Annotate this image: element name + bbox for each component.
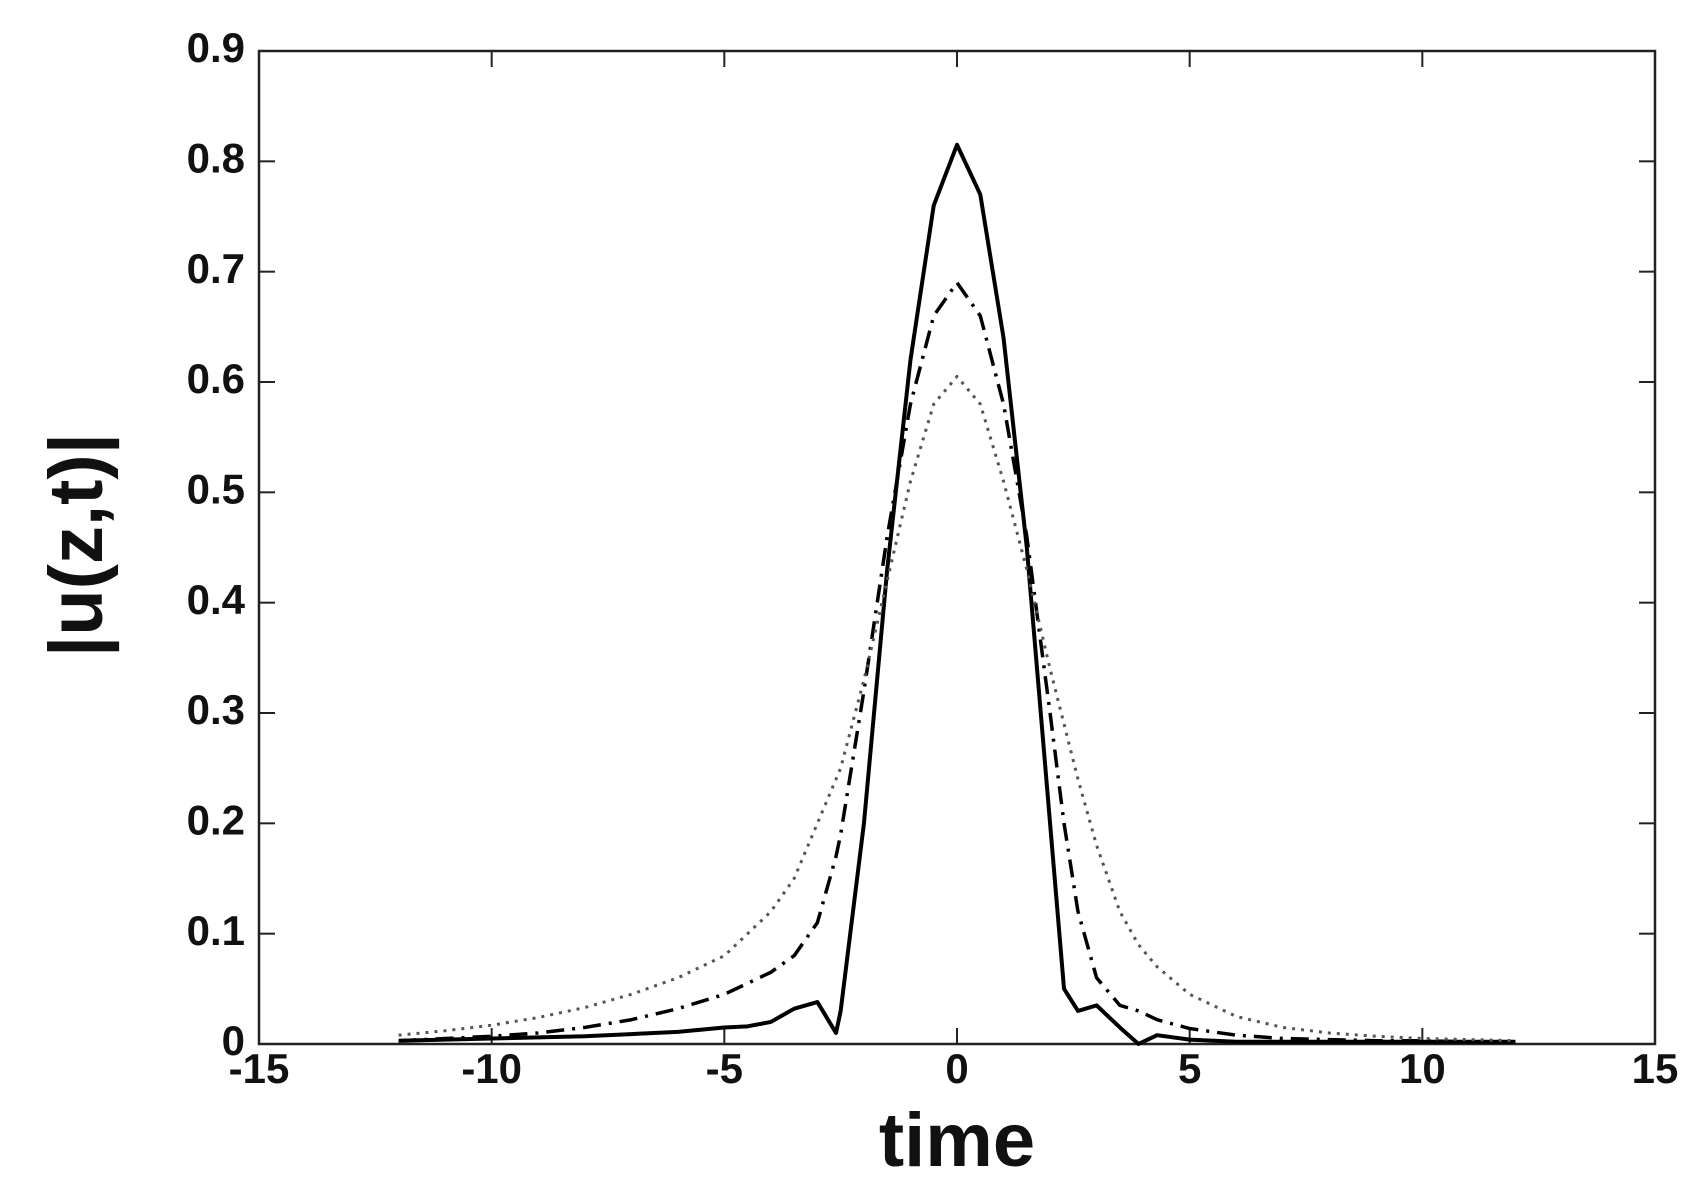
x-tick-label: 5 bbox=[1178, 1045, 1201, 1092]
y-axis-label: |u(z,t)| bbox=[34, 433, 120, 657]
x-tick-label: -10 bbox=[461, 1045, 522, 1092]
y-tick-label: 0.7 bbox=[187, 245, 245, 292]
series-line bbox=[398, 142, 1516, 1046]
y-tick-label: 0.6 bbox=[187, 355, 245, 402]
y-tick-label: 0.3 bbox=[187, 686, 245, 733]
plot-frame bbox=[257, 49, 1657, 1046]
y-tick-label: 0 bbox=[222, 1017, 245, 1064]
x-axis-label: time bbox=[879, 1098, 1035, 1183]
series-line bbox=[398, 374, 1516, 1043]
x-tick-label: 10 bbox=[1399, 1045, 1446, 1092]
y-tick-label: 0.9 bbox=[187, 24, 245, 71]
x-tick-label: 0 bbox=[945, 1045, 968, 1092]
y-tick-label: 0.2 bbox=[187, 796, 245, 843]
x-tick-label: -15 bbox=[229, 1045, 290, 1092]
y-tick-label: 0.1 bbox=[187, 907, 245, 954]
y-tick-label: 0.4 bbox=[187, 576, 246, 623]
y-tick-label: 0.5 bbox=[187, 465, 245, 512]
x-tick-label: -5 bbox=[706, 1045, 743, 1092]
y-tick-label: 0.8 bbox=[187, 134, 245, 181]
x-tick-label: 15 bbox=[1632, 1045, 1679, 1092]
series-line bbox=[398, 280, 1516, 1044]
